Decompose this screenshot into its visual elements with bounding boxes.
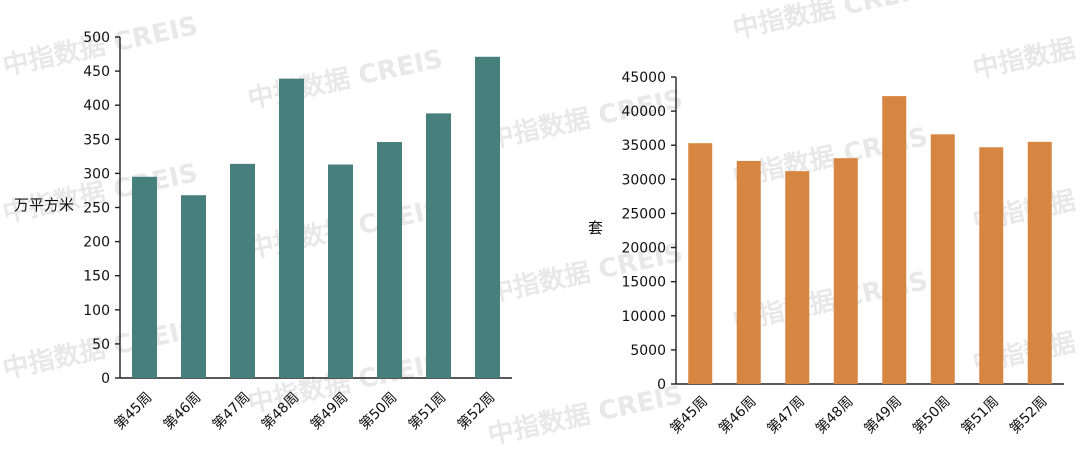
watermark-text: 中指数据 CREIS (730, 0, 930, 45)
watermark-text: 中指数据 CREIS (245, 44, 445, 115)
bar (688, 143, 713, 384)
y-tick-label: 25000 (621, 206, 666, 222)
bar (328, 164, 353, 378)
bar (475, 56, 500, 378)
y-tick-label: 200 (83, 235, 110, 251)
y-tick-label: 10000 (621, 309, 666, 325)
y-tick-label: 30000 (621, 172, 666, 188)
bar (833, 158, 858, 384)
y-tick-label: 500 (83, 30, 110, 46)
watermark-text: 中指数据 CREIS (970, 14, 1080, 85)
y-tick-label: 50 (92, 337, 110, 353)
x-category-label: 第51周 (405, 389, 449, 433)
x-category-label: 第50周 (909, 393, 953, 437)
x-category-label: 第50周 (356, 389, 400, 433)
y-tick-label: 150 (83, 269, 110, 285)
bar (785, 171, 810, 384)
watermark-layer: 中指数据 CREIS 中指数据 CREIS 中指数据 CREIS 中指数据 CREIS… (0, 0, 1080, 451)
bar (230, 163, 255, 378)
y-tick-label: 45000 (621, 70, 666, 86)
x-category-label: 第47周 (764, 393, 808, 437)
y-tick-label: 100 (83, 303, 110, 319)
x-category-label: 第46周 (715, 393, 759, 437)
bar (426, 113, 451, 378)
y-tick-label: 0 (657, 377, 666, 393)
watermark-text: 中指数据 CREIS (485, 380, 685, 451)
y-axis-title: 套 (588, 219, 603, 237)
bar (181, 195, 206, 378)
y-tick-label: 40000 (621, 104, 666, 120)
bar (882, 96, 907, 384)
bar (736, 160, 761, 384)
y-tick-label: 450 (83, 64, 110, 80)
y-tick-label: 400 (83, 98, 110, 114)
bar (279, 78, 304, 379)
y-axis-title: 万平方米 (14, 196, 74, 214)
x-category-label: 第47周 (209, 389, 253, 433)
x-category-label: 第45周 (111, 389, 155, 433)
bar (377, 142, 402, 378)
x-category-label: 第51周 (958, 393, 1002, 437)
y-tick-label: 0 (101, 371, 110, 387)
x-category-label: 第46周 (160, 389, 204, 433)
y-tick-label: 35000 (621, 138, 666, 154)
x-category-label: 第52周 (1006, 393, 1050, 437)
bar (930, 134, 955, 384)
y-tick-label: 5000 (630, 343, 666, 359)
right-bar-chart: 0 5000 10000 15000 20000 25000 30000 35000 40000… (588, 70, 1064, 437)
bar (1027, 141, 1052, 384)
bar (132, 176, 157, 378)
y-tick-label: 15000 (621, 275, 666, 291)
y-tick-label: 350 (83, 132, 110, 148)
y-tick-label: 300 (83, 166, 110, 182)
x-category-label: 第49周 (861, 393, 905, 437)
y-tick-label: 250 (83, 201, 110, 217)
x-category-label: 第48周 (812, 393, 856, 437)
y-tick-label: 20000 (621, 241, 666, 257)
bar (979, 147, 1004, 384)
